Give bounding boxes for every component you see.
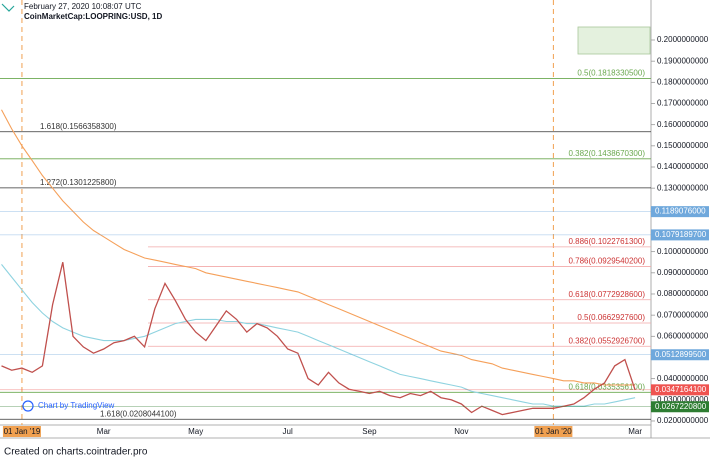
x-tick-label: Nov — [454, 427, 468, 436]
watermark-icon — [22, 400, 34, 412]
series-line — [1, 109, 636, 386]
header-date: February 27, 2020 10:08:07 UTC — [24, 2, 142, 11]
price-label: 0.0347164100 — [655, 385, 707, 394]
y-tick-label: 0.1400000000 — [657, 162, 709, 171]
price-label: 0.0267220800 — [655, 402, 707, 411]
level-label: 0.618(0.0335356100) — [568, 382, 645, 391]
x-tick-label: Mar — [97, 427, 111, 436]
y-tick-label: 0.2000000000 — [657, 35, 709, 44]
y-tick-label: 0.0800000000 — [657, 289, 709, 298]
x-tick-label: Mar — [628, 427, 642, 436]
y-tick-label: 0.1700000000 — [657, 99, 709, 108]
price-label: 0.1079189700 — [655, 230, 707, 239]
y-tick-label: 0.1000000000 — [657, 247, 709, 256]
price-label-box — [651, 384, 709, 396]
series-line — [1, 264, 636, 407]
series-line — [1, 262, 636, 416]
level-label: 1.618(0.0208044100) — [100, 409, 177, 418]
y-tick-label: 0.0700000000 — [657, 310, 709, 319]
level-label: 0.5(0.1818330500) — [577, 69, 645, 78]
y-tick-label: 0.0300000000 — [657, 395, 709, 404]
x-tick-highlight — [2, 426, 41, 437]
x-tick-highlight — [534, 426, 573, 437]
y-tick-label: 0.0600000000 — [657, 331, 709, 340]
drawing-box — [577, 26, 651, 55]
price-label-box — [651, 349, 709, 361]
y-tick-label: 0.1300000000 — [657, 183, 709, 192]
watermark: Chart by TradingView — [38, 401, 115, 410]
header-symbol: CoinMarketCap:LOOPRING:USD, 1D — [24, 12, 162, 21]
y-tick-label: 0.0900000000 — [657, 268, 709, 277]
price-label: 0.0512899500 — [655, 350, 707, 359]
y-tick-label: 0.1500000000 — [657, 141, 709, 150]
y-tick-label: 0.1600000000 — [657, 120, 709, 129]
level-label: 0.786(0.0929540200) — [568, 257, 645, 266]
price-label-box — [651, 401, 709, 413]
price-label-box — [651, 206, 709, 218]
y-tick-label: 0.1800000000 — [657, 77, 709, 86]
level-label: 0.618(0.0772928600) — [568, 290, 645, 299]
level-label: 1.272(0.1301225800) — [40, 178, 117, 187]
y-tick-label: 0.0400000000 — [657, 374, 709, 383]
level-label: 1.618(0.1566358300) — [40, 122, 117, 131]
x-tick-label: 01 Jan '19 — [4, 427, 41, 436]
x-tick-label: May — [188, 427, 203, 436]
x-tick-label: Sep — [362, 427, 377, 436]
price-label-box — [651, 229, 709, 241]
x-tick-label: Jul — [283, 427, 293, 436]
y-tick-label: 0.1900000000 — [657, 56, 709, 65]
price-label: 0.1189076000 — [655, 207, 706, 216]
level-label: 0.382(0.0552926700) — [568, 336, 645, 345]
level-label: 0.886(0.1022761300) — [568, 237, 645, 246]
logo — [1, 3, 15, 12]
y-tick-label: 0.0200000000 — [657, 416, 709, 425]
footer: Created on charts.cointrader.pro — [4, 447, 148, 458]
level-label: 0.5(0.0662927600) — [577, 313, 645, 322]
level-label: 0.382(0.1438670300) — [568, 149, 645, 158]
x-tick-label: 01 Jan '20 — [535, 427, 572, 436]
